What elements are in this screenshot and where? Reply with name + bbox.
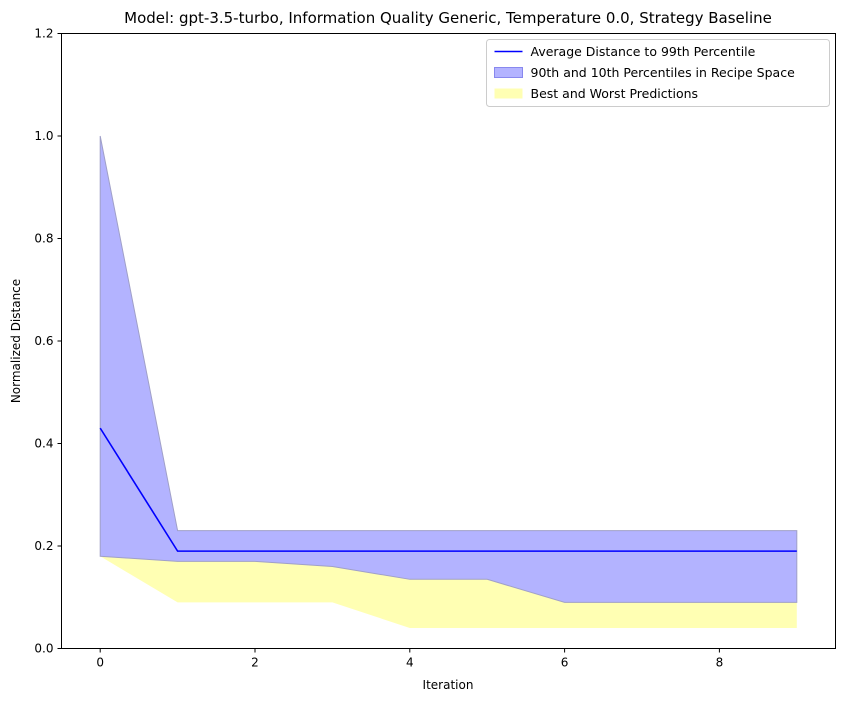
y-axis-label: Normalized Distance — [9, 279, 23, 403]
best-worst-band — [100, 556, 797, 628]
y-tick-label: 0.2 — [34, 539, 53, 553]
plot-area — [99, 135, 798, 628]
x-tick-label: 4 — [406, 656, 414, 670]
percentile-band — [99, 135, 798, 603]
y-tick-label: 1.2 — [34, 27, 53, 41]
axes: 0 2 4 6 8 0.0 0.2 0.4 0.6 0.8 1.0 1.2 — [34, 27, 723, 670]
legend-label: Average Distance to 99th Percentile — [531, 44, 756, 59]
x-axis-label: Iteration — [423, 678, 474, 692]
x-tick-label: 6 — [561, 656, 569, 670]
y-tick-label: 0.8 — [34, 232, 53, 246]
chart-title: Model: gpt-3.5-turbo, Information Qualit… — [124, 9, 772, 27]
x-tick-label: 2 — [251, 656, 259, 670]
legend-box — [486, 39, 830, 107]
legend: Average Distance to 99th Percentile 90th … — [486, 39, 830, 107]
legend-band-swatch — [494, 67, 523, 78]
y-tick-label: 0.6 — [34, 334, 53, 348]
legend-label: 90th and 10th Percentiles in Recipe Spac… — [531, 65, 796, 80]
legend-label: Best and Worst Predictions — [531, 86, 699, 101]
y-tick-label: 0.0 — [34, 642, 53, 656]
x-tick-label: 0 — [96, 656, 104, 670]
legend-band-swatch — [494, 88, 523, 99]
average-distance-line — [99, 427, 797, 552]
y-tick-label: 0.4 — [34, 437, 53, 451]
x-tick-label: 8 — [716, 656, 724, 670]
y-tick-label: 1.0 — [34, 129, 53, 143]
